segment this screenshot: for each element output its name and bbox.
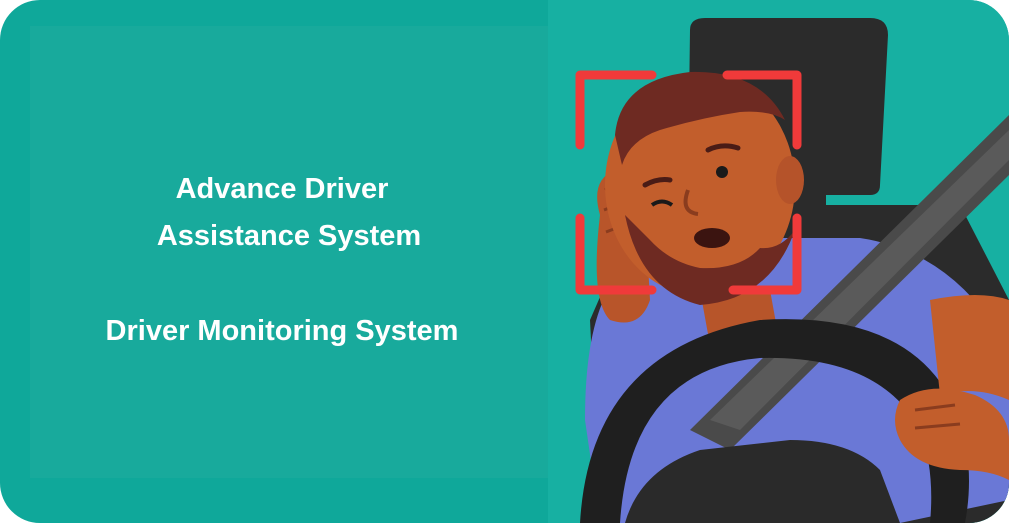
title-line-1: Advance Driver <box>175 173 389 205</box>
page-title: Advance Driver Assistance System Driver … <box>30 166 548 355</box>
driver-head <box>605 71 804 305</box>
driver-illustration <box>548 0 1009 523</box>
title-line-2: Assistance System <box>156 220 422 252</box>
subtitle: Driver Monitoring System <box>105 315 459 347</box>
text-panel: Advance Driver Assistance System Driver … <box>30 26 548 478</box>
steering-wheel-icon <box>580 319 969 523</box>
face-detection-frame-icon <box>575 70 802 295</box>
